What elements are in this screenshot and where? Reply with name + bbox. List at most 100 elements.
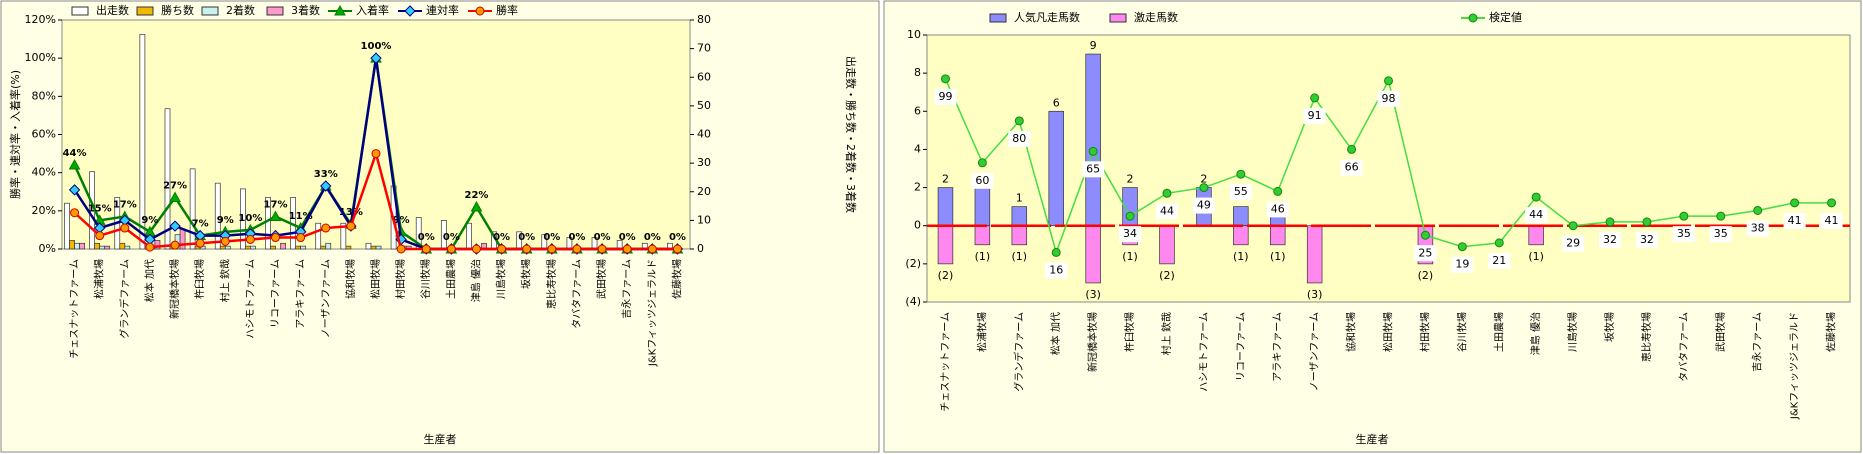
x-tick-label: 松浦牧場 bbox=[975, 312, 988, 352]
y-tick-label: 8 bbox=[914, 66, 921, 79]
score-label: 32 bbox=[1603, 233, 1617, 246]
line-value-label: 0% bbox=[594, 232, 611, 243]
bar bbox=[64, 202, 70, 250]
bar bbox=[365, 242, 372, 250]
line-marker bbox=[446, 244, 456, 254]
bar-value-label: (1) bbox=[975, 250, 991, 263]
bar bbox=[1233, 225, 1249, 246]
score-box bbox=[1303, 107, 1326, 124]
score-box bbox=[1562, 235, 1585, 252]
bar bbox=[466, 222, 472, 250]
score-label: 41 bbox=[1825, 214, 1839, 227]
x-axis-title: 生産者 bbox=[424, 432, 457, 446]
bar bbox=[325, 242, 332, 250]
line-value-label: 0% bbox=[518, 232, 535, 243]
bar bbox=[69, 240, 75, 250]
line-marker bbox=[977, 158, 987, 168]
score-box bbox=[1672, 226, 1695, 243]
line-marker bbox=[547, 244, 557, 254]
x-tick-label: J&Kフィッツジェラルド bbox=[1789, 312, 1801, 420]
x-tick-label: ノーザンファーム bbox=[1309, 312, 1321, 391]
line-value-label: 9% bbox=[141, 215, 158, 226]
line-marker bbox=[1753, 205, 1763, 215]
bar bbox=[1306, 225, 1323, 284]
score-label: 35 bbox=[1714, 227, 1728, 240]
score-box bbox=[1082, 161, 1105, 178]
line-marker bbox=[1531, 192, 1541, 202]
score-box bbox=[1119, 226, 1142, 243]
y2-tick-label: 80 bbox=[697, 13, 711, 26]
score-label: 38 bbox=[1751, 221, 1765, 234]
score-label: 66 bbox=[1345, 160, 1359, 173]
x-tick-label: 松本 加代 bbox=[1049, 312, 1062, 355]
score-label: 34 bbox=[1123, 227, 1137, 240]
bar bbox=[1011, 206, 1028, 227]
bar bbox=[224, 245, 231, 250]
score-box bbox=[1525, 207, 1548, 224]
x-tick-label: タバタファーム bbox=[1678, 312, 1690, 382]
line-marker bbox=[370, 52, 382, 64]
line-marker bbox=[421, 244, 431, 254]
score-label: 80 bbox=[1012, 132, 1026, 145]
line-value-label: 0% bbox=[493, 232, 510, 243]
x-tick-label: グランデファーム bbox=[1012, 312, 1025, 392]
score-label: 49 bbox=[1197, 199, 1211, 212]
x-tick-label: 津島 優治 bbox=[469, 259, 482, 302]
line-marker bbox=[169, 220, 181, 232]
line-value-label: 0% bbox=[418, 232, 435, 243]
line-marker bbox=[321, 223, 331, 233]
score-box bbox=[1192, 197, 1215, 214]
line-marker bbox=[1273, 186, 1283, 196]
score-box bbox=[1229, 184, 1252, 201]
bar bbox=[94, 242, 101, 250]
line-marker bbox=[169, 191, 181, 202]
score-box bbox=[1340, 159, 1363, 176]
legend-label: 3着数 bbox=[291, 3, 320, 17]
x-tick-label: 坂牧場 bbox=[520, 259, 533, 289]
line-marker bbox=[1199, 183, 1209, 193]
bar-value-label: (2) bbox=[938, 269, 954, 282]
score-box bbox=[1414, 245, 1437, 262]
line-value-label: 0% bbox=[543, 232, 560, 243]
y2-tick-label: 20 bbox=[697, 185, 711, 198]
bar bbox=[1011, 225, 1028, 246]
line-marker bbox=[346, 221, 356, 231]
score-label: 55 bbox=[1234, 185, 1248, 198]
x-tick-label: 村上 欽哉 bbox=[1160, 312, 1173, 355]
bar bbox=[1048, 110, 1064, 227]
legend-marker bbox=[1468, 13, 1478, 23]
y-axis-title: 勝率・連対率・入着率(%) bbox=[8, 70, 22, 199]
score-box bbox=[971, 172, 994, 189]
x-tick-label: リコーファーム bbox=[1235, 312, 1247, 381]
legend-swatch bbox=[1109, 13, 1127, 23]
legend-label: 入着率 bbox=[356, 3, 389, 17]
bar bbox=[124, 245, 131, 250]
line-marker bbox=[195, 238, 205, 248]
y-tick-label: 0 bbox=[914, 219, 921, 232]
bar bbox=[245, 245, 251, 250]
y-tick-label: 6 bbox=[914, 104, 921, 117]
y-tick-label: 4 bbox=[914, 142, 921, 155]
x-tick-label: 村上 欽哉 bbox=[218, 259, 231, 302]
bar bbox=[280, 242, 286, 250]
line-marker bbox=[572, 244, 582, 254]
line-marker bbox=[1716, 211, 1726, 221]
line-marker bbox=[145, 242, 155, 252]
x-tick-label: リコーファーム bbox=[270, 259, 282, 328]
x-tick-label: 村田牧場 bbox=[1418, 312, 1431, 352]
line-marker bbox=[1088, 146, 1098, 156]
line-marker bbox=[245, 234, 255, 244]
legend-label: 検定値 bbox=[1489, 10, 1522, 24]
x-tick-label: 新冠橋本牧場 bbox=[168, 259, 181, 319]
x-tick-label: チェスナットファーム bbox=[69, 259, 81, 359]
y2-tick-label: 30 bbox=[697, 156, 711, 169]
bar bbox=[370, 245, 377, 250]
line-value-label: 33% bbox=[314, 169, 338, 180]
bar-value-label: 2 bbox=[1127, 173, 1134, 186]
line-marker bbox=[296, 233, 306, 243]
x-tick-label: 武田牧場 bbox=[1714, 312, 1727, 352]
bar bbox=[1159, 225, 1175, 265]
line-marker bbox=[1347, 144, 1357, 154]
x-tick-label: 坂牧場 bbox=[1603, 312, 1616, 342]
